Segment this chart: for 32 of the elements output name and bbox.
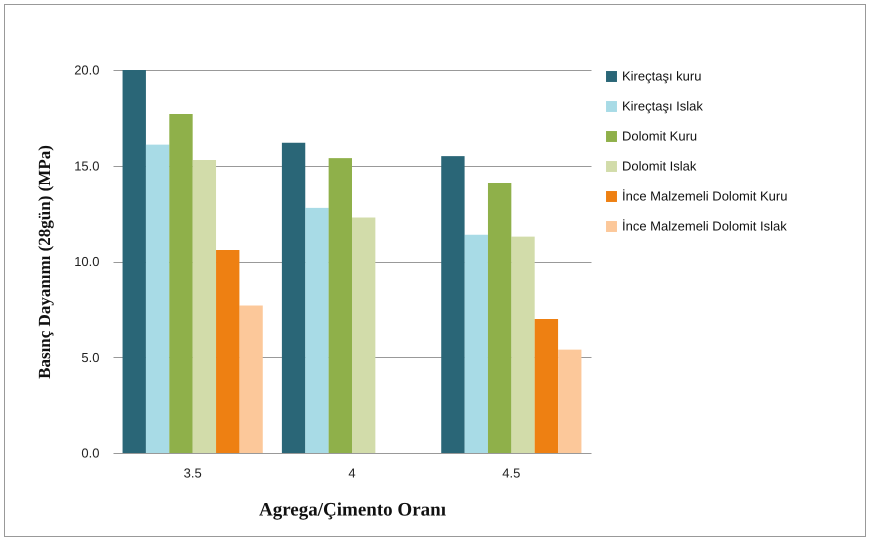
legend-label: İnce Malzemeli Dolomit Islak — [622, 218, 788, 234]
bar — [558, 350, 582, 453]
bar — [122, 70, 146, 453]
bar — [328, 158, 352, 453]
legend-label: Dolomit Islak — [622, 158, 697, 174]
x-tick-label: 4.5 — [502, 466, 520, 480]
bar — [282, 142, 306, 453]
bar — [192, 160, 216, 453]
bar — [146, 144, 170, 453]
bar — [169, 114, 193, 453]
bar — [464, 234, 488, 453]
legend-label: Kireçtaşı Islak — [622, 98, 704, 114]
y-tick-label: 10.0 — [74, 254, 100, 269]
y-axis-title: Basınç Dayanımı (28gün) (MPa) — [35, 145, 54, 379]
y-tick-label: 20.0 — [74, 62, 100, 78]
x-tick-label: 4 — [348, 466, 356, 480]
legend-label: İnce Malzemeli Dolomit Kuru — [622, 188, 788, 204]
legend-label: Dolomit Kuru — [622, 128, 698, 144]
bar — [239, 306, 263, 453]
y-tick-label: 15.0 — [74, 158, 100, 174]
bar — [441, 156, 465, 453]
x-tick-label: 3.5 — [184, 466, 202, 480]
legend-label: Kireçtaşı kuru — [622, 68, 702, 84]
bar — [488, 182, 512, 453]
bar — [534, 318, 558, 453]
bar — [305, 208, 329, 453]
bar — [216, 250, 240, 453]
bar — [352, 217, 376, 453]
bar — [511, 236, 535, 453]
x-axis-title: Agrega/Çimento Oranı — [259, 500, 446, 520]
y-tick-label: 0.0 — [81, 446, 100, 460]
y-tick-label: 5.0 — [81, 350, 100, 365]
